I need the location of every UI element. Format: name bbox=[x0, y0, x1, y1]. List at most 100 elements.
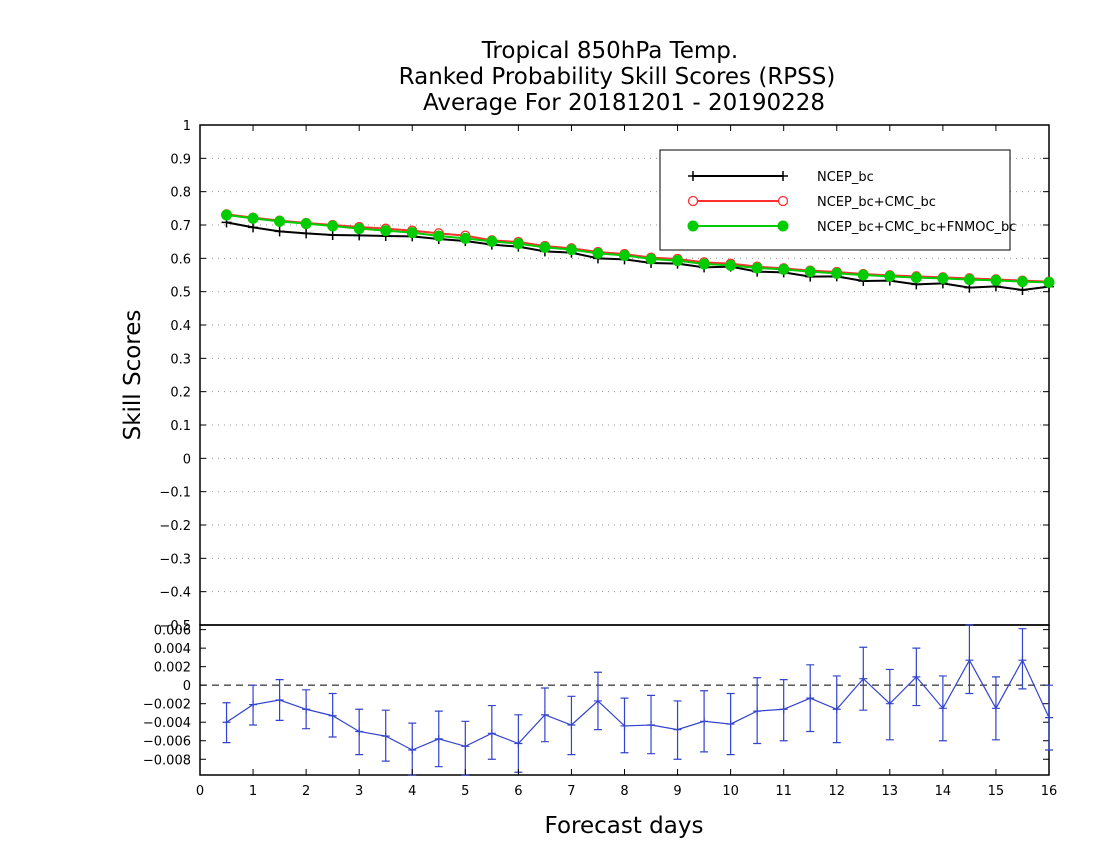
series-2-point bbox=[990, 274, 1002, 286]
x-tick-label: 7 bbox=[567, 784, 575, 799]
difference-y-tick-label: 0 bbox=[183, 679, 191, 694]
series-2-point bbox=[884, 270, 896, 282]
main-y-tick-label: −0.4 bbox=[159, 586, 191, 601]
series-2-point bbox=[221, 209, 233, 221]
difference-point bbox=[620, 721, 629, 730]
series-0-point bbox=[301, 228, 312, 239]
difference-y-tick-label: −0.002 bbox=[143, 698, 191, 713]
x-tick-label: 6 bbox=[514, 784, 522, 799]
main-y-tick-label: 0.4 bbox=[170, 319, 191, 334]
difference-point bbox=[779, 705, 788, 714]
series-2-point bbox=[963, 274, 975, 286]
main-y-tick-label: 0.3 bbox=[170, 352, 191, 367]
legend-marker-1 bbox=[687, 195, 699, 207]
series-2-point bbox=[459, 232, 471, 244]
main-y-tick-label: 0.2 bbox=[170, 386, 191, 401]
difference-line bbox=[226, 658, 1050, 751]
series-2-point bbox=[831, 267, 843, 279]
series-2-point bbox=[486, 235, 498, 247]
series-2-point bbox=[619, 249, 630, 261]
x-tick-label: 0 bbox=[196, 784, 204, 799]
main-y-tick-label: 0.1 bbox=[170, 419, 191, 434]
series-0-point bbox=[327, 230, 338, 240]
difference-point bbox=[567, 721, 576, 729]
series-2-point bbox=[327, 220, 339, 232]
series-2-point bbox=[725, 259, 737, 271]
series-0-point bbox=[274, 226, 285, 237]
difference-point bbox=[885, 699, 894, 708]
main-y-tick-label: 0.9 bbox=[170, 152, 191, 167]
difference-point bbox=[673, 725, 682, 734]
difference-plot: 0.006 0.004 0.002 0 −0.002 −0.004 −0.006 −0.008 bbox=[143, 624, 1053, 776]
x-tick-label: 8 bbox=[620, 784, 628, 799]
series-2-point bbox=[698, 258, 710, 270]
difference-point bbox=[275, 696, 284, 704]
main-y-tick-label: −0.1 bbox=[159, 486, 191, 501]
x-tick-label: 14 bbox=[935, 784, 952, 799]
main-plot: 1 0.9 0.8 0.7 0.6 0.5 0.4 0.3 0.2 0.1 0 −0.1 −0.2 −0.… bbox=[159, 119, 1055, 634]
series-2-point bbox=[433, 230, 445, 242]
x-tick-label: 12 bbox=[828, 784, 845, 799]
legend: NCEP_bc NCEP_bc+CMC_bc NCEP_bc+CMC_bc+FNMO… bbox=[659, 149, 1016, 251]
difference-point bbox=[965, 656, 974, 665]
chart-title-line-2: Ranked Probability Skill Scores (RPSS) bbox=[399, 64, 836, 90]
y-axis-label: Skill Scores bbox=[120, 310, 146, 441]
main-y-tick-label: 0.6 bbox=[170, 252, 191, 267]
difference-point bbox=[726, 720, 735, 729]
difference-point bbox=[938, 704, 947, 713]
series-2-point bbox=[778, 263, 790, 275]
legend-marker-2 bbox=[777, 220, 789, 232]
main-y-tick-label: −0.3 bbox=[159, 552, 191, 567]
difference-point bbox=[540, 710, 549, 719]
difference-point bbox=[700, 717, 709, 726]
difference-point bbox=[514, 739, 523, 748]
chart-title-line-1: Tropical 850hPa Temp. bbox=[481, 38, 738, 64]
main-y-tick-label: 0 bbox=[183, 452, 191, 467]
difference-point bbox=[408, 746, 417, 754]
series-2-point bbox=[672, 255, 684, 267]
chart-title: Tropical 850hPa Temp. Ranked Probability… bbox=[399, 38, 836, 116]
difference-y-tick-label: −0.006 bbox=[143, 735, 191, 750]
difference-point bbox=[461, 742, 470, 751]
x-tick-label: 16 bbox=[1041, 784, 1058, 799]
series-2-point bbox=[910, 272, 922, 284]
main-y-tick-label: 0.7 bbox=[170, 219, 191, 234]
legend-marker-0 bbox=[688, 171, 698, 181]
series-2-point bbox=[565, 244, 577, 256]
chart-title-line-3: Average For 20181201 - 20190228 bbox=[423, 90, 825, 116]
legend-marker-1 bbox=[777, 195, 789, 207]
main-y-tick-label: 0.5 bbox=[170, 286, 191, 301]
main-y-tick-label: −0.5 bbox=[159, 619, 191, 634]
difference-point bbox=[249, 700, 258, 709]
difference-point bbox=[434, 734, 443, 743]
series-2-point bbox=[857, 269, 869, 281]
series-2-point bbox=[751, 262, 763, 274]
difference-y-tick-label: −0.004 bbox=[143, 716, 191, 731]
series-2-point bbox=[353, 223, 365, 235]
x-tick-label: 5 bbox=[461, 784, 469, 799]
series-2-point bbox=[247, 212, 259, 224]
series-2-point bbox=[804, 266, 816, 278]
x-tick-label: 15 bbox=[988, 784, 1005, 799]
legend-marker-2 bbox=[687, 220, 699, 232]
x-tick-label: 2 bbox=[302, 784, 310, 799]
difference-point bbox=[355, 727, 364, 736]
series-2-point bbox=[1043, 276, 1055, 288]
difference-point bbox=[912, 672, 921, 681]
difference-point bbox=[381, 732, 390, 741]
x-tick-label: 1 bbox=[249, 784, 257, 799]
difference-point bbox=[753, 707, 762, 716]
main-y-tick-label: 0.8 bbox=[170, 186, 191, 201]
series-2-point bbox=[937, 272, 949, 284]
series-2-point bbox=[592, 247, 604, 259]
series-2-point bbox=[300, 218, 312, 230]
difference-point bbox=[1045, 713, 1053, 722]
series-0-point bbox=[248, 222, 259, 233]
series-2-point bbox=[274, 215, 286, 227]
legend-label-1: NCEP_bc+CMC_bc bbox=[817, 195, 936, 210]
x-axis-ticks: 0 1 2 3 4 5 6 7 8 9 10 11 12 13 14 15 16 bbox=[196, 125, 1057, 799]
series-2-point bbox=[539, 241, 551, 253]
difference-point bbox=[593, 696, 602, 705]
difference-point bbox=[832, 705, 841, 714]
